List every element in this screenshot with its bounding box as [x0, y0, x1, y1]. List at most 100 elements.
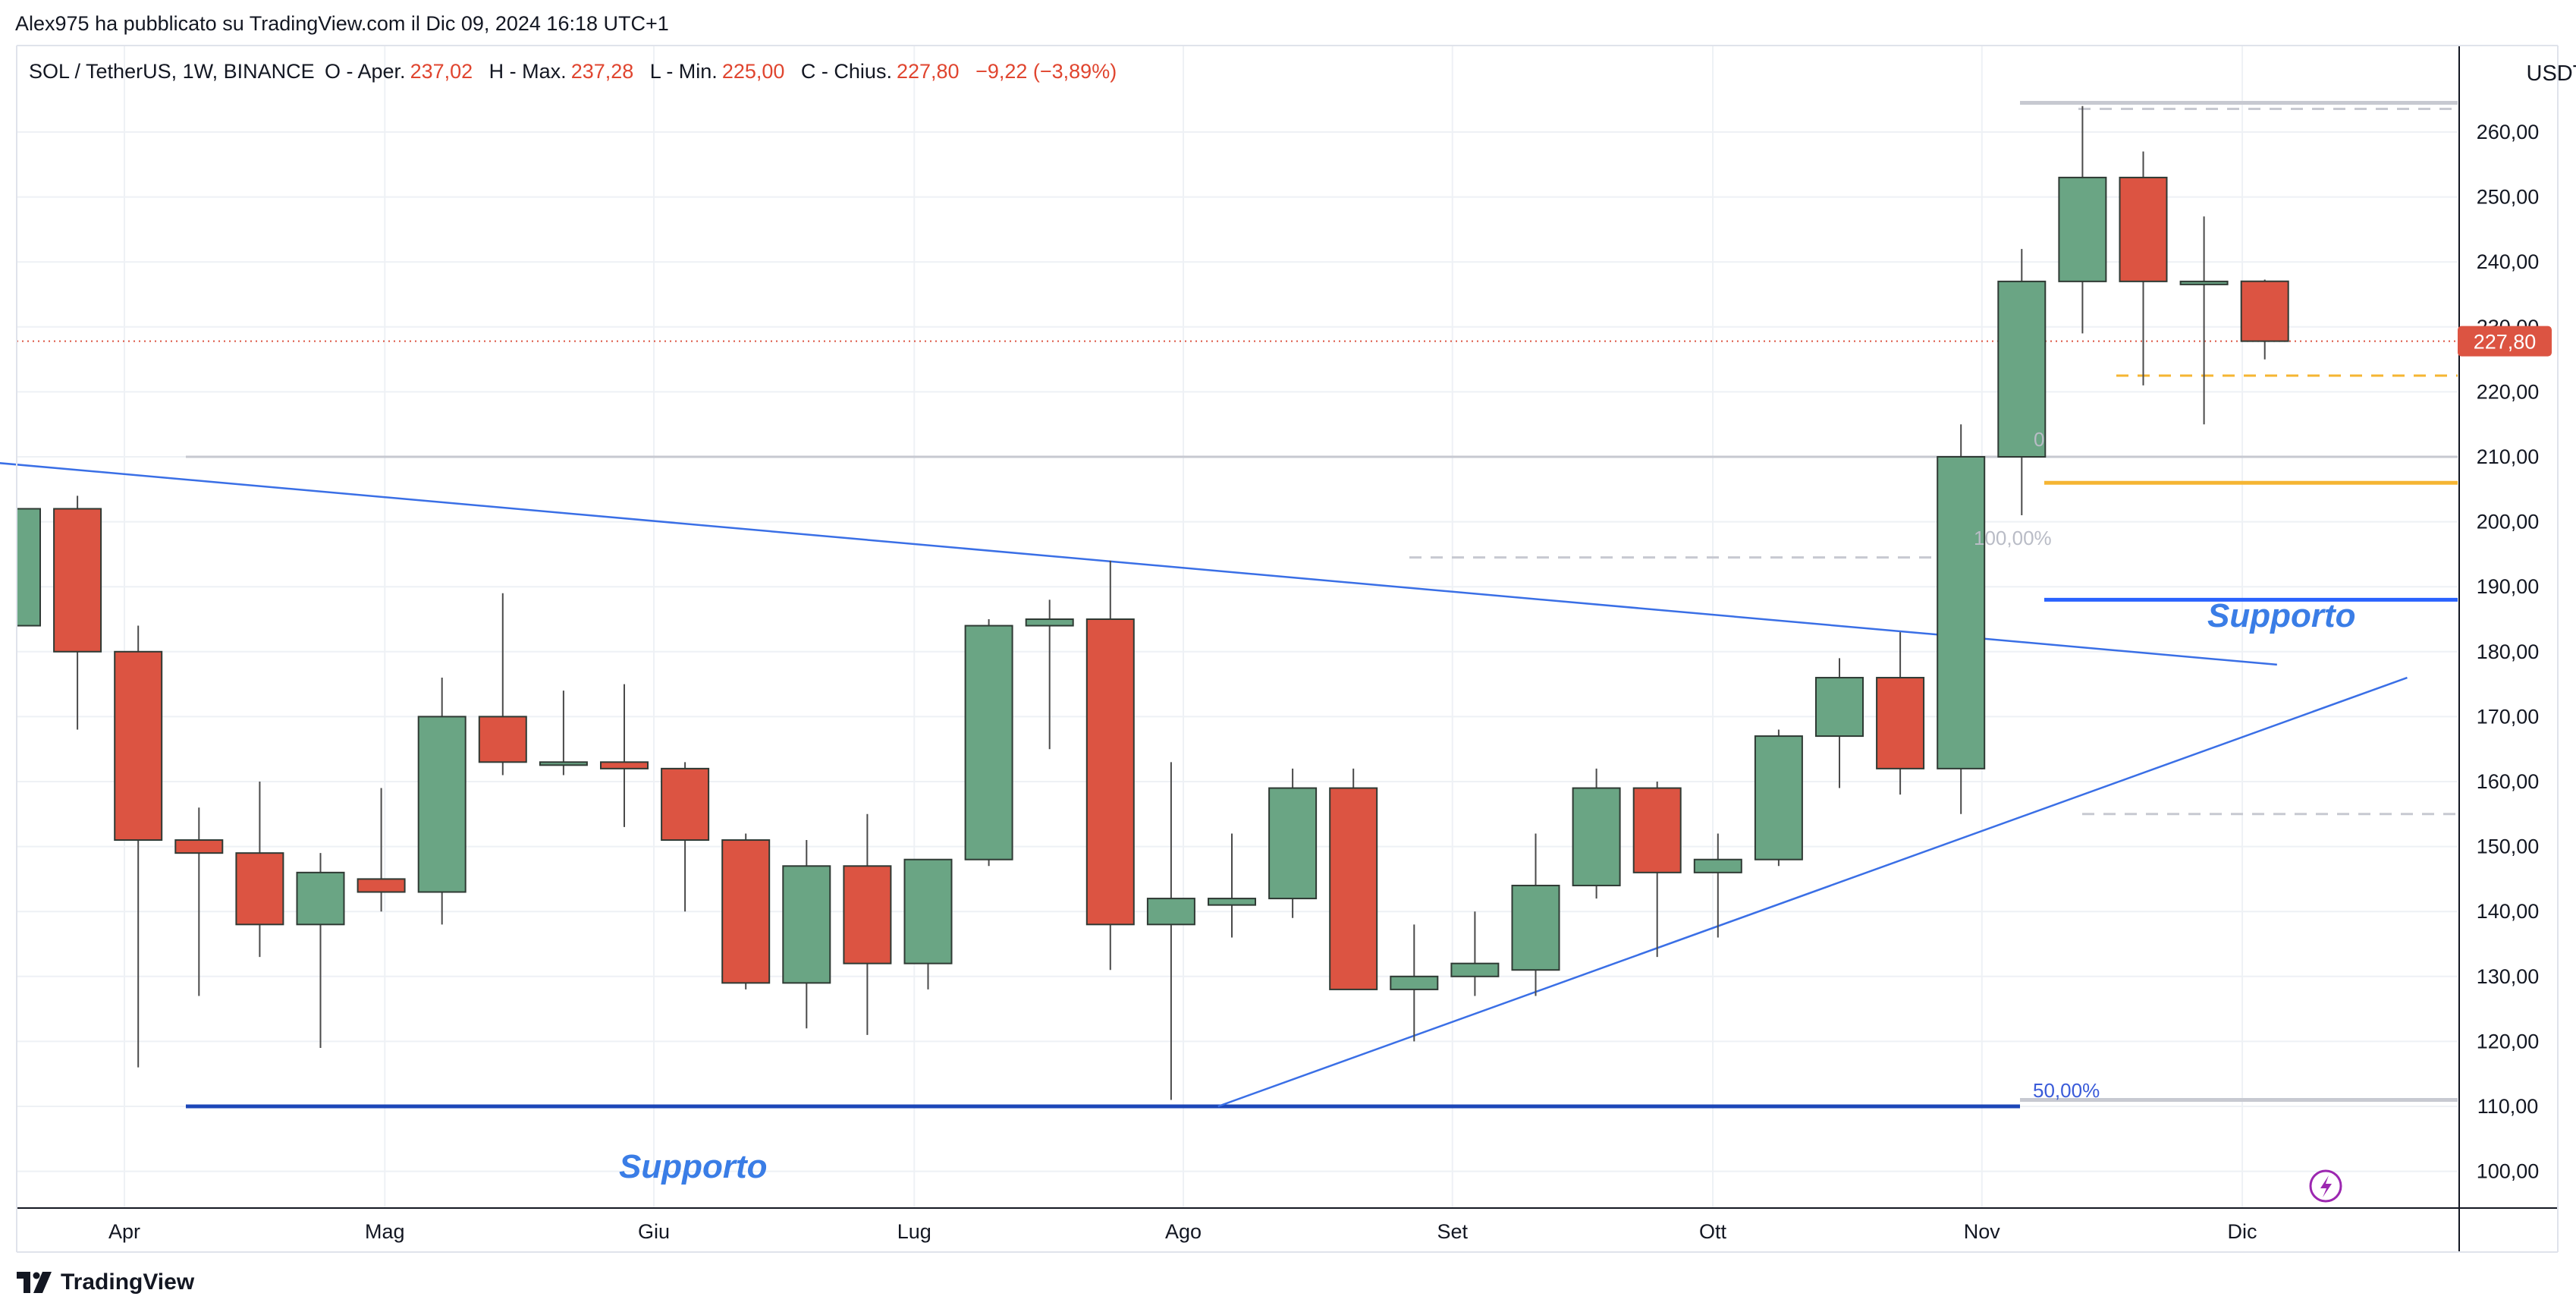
candle — [478, 593, 527, 776]
candle-body — [964, 625, 1013, 861]
price-tick-label: 180,00 — [2477, 640, 2540, 663]
legend-low-value: 225,00 — [722, 60, 785, 83]
footer-brand: TradingView — [61, 1270, 195, 1295]
candle — [1754, 729, 1803, 867]
candle-body — [661, 767, 710, 842]
candle — [1815, 658, 1864, 788]
candle-body — [1997, 280, 2047, 458]
time-tick-label: Set — [1437, 1220, 1468, 1243]
price-tick-label: 190,00 — [2477, 575, 2540, 598]
chart-axes: 260,00250,00240,00230,00220,00210,00200,… — [16, 45, 2559, 1253]
candle-body — [1146, 898, 1195, 926]
candle — [1085, 560, 1135, 971]
candle-body — [539, 761, 588, 766]
candle — [539, 691, 588, 776]
legend-change: −9,22 (−3,89%) — [975, 60, 1117, 83]
candle — [174, 807, 224, 996]
candle-body — [721, 839, 771, 984]
legend-low-label: L - Min. — [650, 60, 718, 83]
legend-open-label: O - Aper. — [325, 60, 406, 83]
alert-icon[interactable] — [2309, 1169, 2342, 1203]
time-tick-label: Dic — [2228, 1220, 2257, 1243]
candle-body — [2119, 176, 2168, 282]
price-tick-label: 160,00 — [2477, 770, 2540, 793]
legend-close-value: 227,80 — [897, 60, 960, 83]
support-label-upper: Supporto — [2207, 597, 2356, 634]
support-label-lower: Supporto — [619, 1148, 768, 1185]
price-tick-label: 170,00 — [2477, 705, 2540, 728]
legend-open-value: 237,02 — [410, 60, 473, 83]
candle-body — [417, 716, 467, 893]
price-tick-label: 120,00 — [2477, 1030, 2540, 1052]
candle — [16, 502, 41, 652]
candle-body — [1450, 962, 1500, 977]
fib-label-0: 0 — [2034, 428, 2044, 451]
trend-lines — [0, 462, 2408, 1108]
candle-body — [114, 650, 163, 842]
candle — [2240, 279, 2289, 360]
candle — [1390, 924, 1439, 1042]
candle — [843, 813, 892, 1035]
chart-grid — [17, 46, 2458, 1208]
candle-body — [1876, 677, 1925, 769]
candle — [1268, 768, 1318, 918]
candle — [1208, 833, 1256, 938]
price-tick-label: 150,00 — [2477, 835, 2540, 858]
published-caption: Alex975 ha pubblicato su TradingView.com… — [15, 12, 669, 35]
candle-body — [1390, 975, 1439, 990]
time-tick-label: Apr — [108, 1220, 140, 1243]
candle-body — [1693, 858, 1742, 873]
price-tick-label: 250,00 — [2477, 186, 2540, 209]
trend-line — [1217, 676, 2408, 1108]
candle — [1146, 762, 1195, 1100]
candle-body — [235, 852, 284, 926]
footer[interactable]: TradingView — [17, 1266, 194, 1299]
candle-body — [174, 839, 224, 854]
candle — [1937, 424, 1986, 814]
candle — [53, 496, 102, 730]
currency-label[interactable]: USDT — [2527, 61, 2576, 86]
legend-high-value: 237,28 — [571, 60, 634, 83]
price-tick-label: 140,00 — [2477, 900, 2540, 923]
candle-body — [16, 508, 41, 627]
candle — [1693, 833, 1742, 938]
candle — [1329, 768, 1378, 990]
candle — [114, 625, 163, 1068]
candle-body — [1815, 677, 1864, 738]
price-tick-label: 110,00 — [2477, 1095, 2539, 1118]
candle — [600, 684, 649, 827]
candle — [2058, 105, 2107, 334]
candle — [964, 619, 1013, 867]
candle — [903, 858, 953, 990]
time-tick-label: Giu — [638, 1220, 670, 1243]
price-tick-label: 100,00 — [2477, 1160, 2540, 1183]
legend-ohlc: O - Aper. 237,02 H - Max. 237,28 L - Min. 2… — [325, 60, 1117, 83]
candle — [1876, 632, 1925, 795]
candle-body — [1268, 787, 1318, 900]
candle — [2119, 151, 2168, 385]
candle — [2179, 216, 2229, 425]
fib-label-50: 50,00% — [2033, 1079, 2100, 1102]
candle-body — [1632, 787, 1682, 873]
last-price-value: 227,80 — [2474, 331, 2537, 354]
candle-body — [1329, 787, 1378, 990]
price-tick-label: 260,00 — [2477, 121, 2540, 143]
support-levels — [186, 597, 2458, 1109]
candle-body — [600, 761, 649, 769]
legend-close-label: C - Chius. — [801, 60, 892, 83]
time-tick-label: Nov — [1964, 1220, 2001, 1243]
candle — [357, 788, 406, 912]
candle — [1450, 911, 1500, 996]
candle-body — [1025, 618, 1074, 627]
candle-body — [843, 865, 892, 964]
candle-body — [2240, 280, 2289, 342]
candle — [1572, 768, 1621, 899]
time-tick-label: Ott — [1699, 1220, 1727, 1243]
last-price-badge: 227,80 — [2458, 326, 2552, 357]
candle — [721, 833, 771, 990]
time-tick-label: Mag — [365, 1220, 405, 1243]
price-tick-label: 200,00 — [2477, 511, 2540, 533]
legend-symbol: SOL / TetherUS, 1W, BINANCE — [29, 60, 315, 83]
candle — [1511, 833, 1560, 996]
